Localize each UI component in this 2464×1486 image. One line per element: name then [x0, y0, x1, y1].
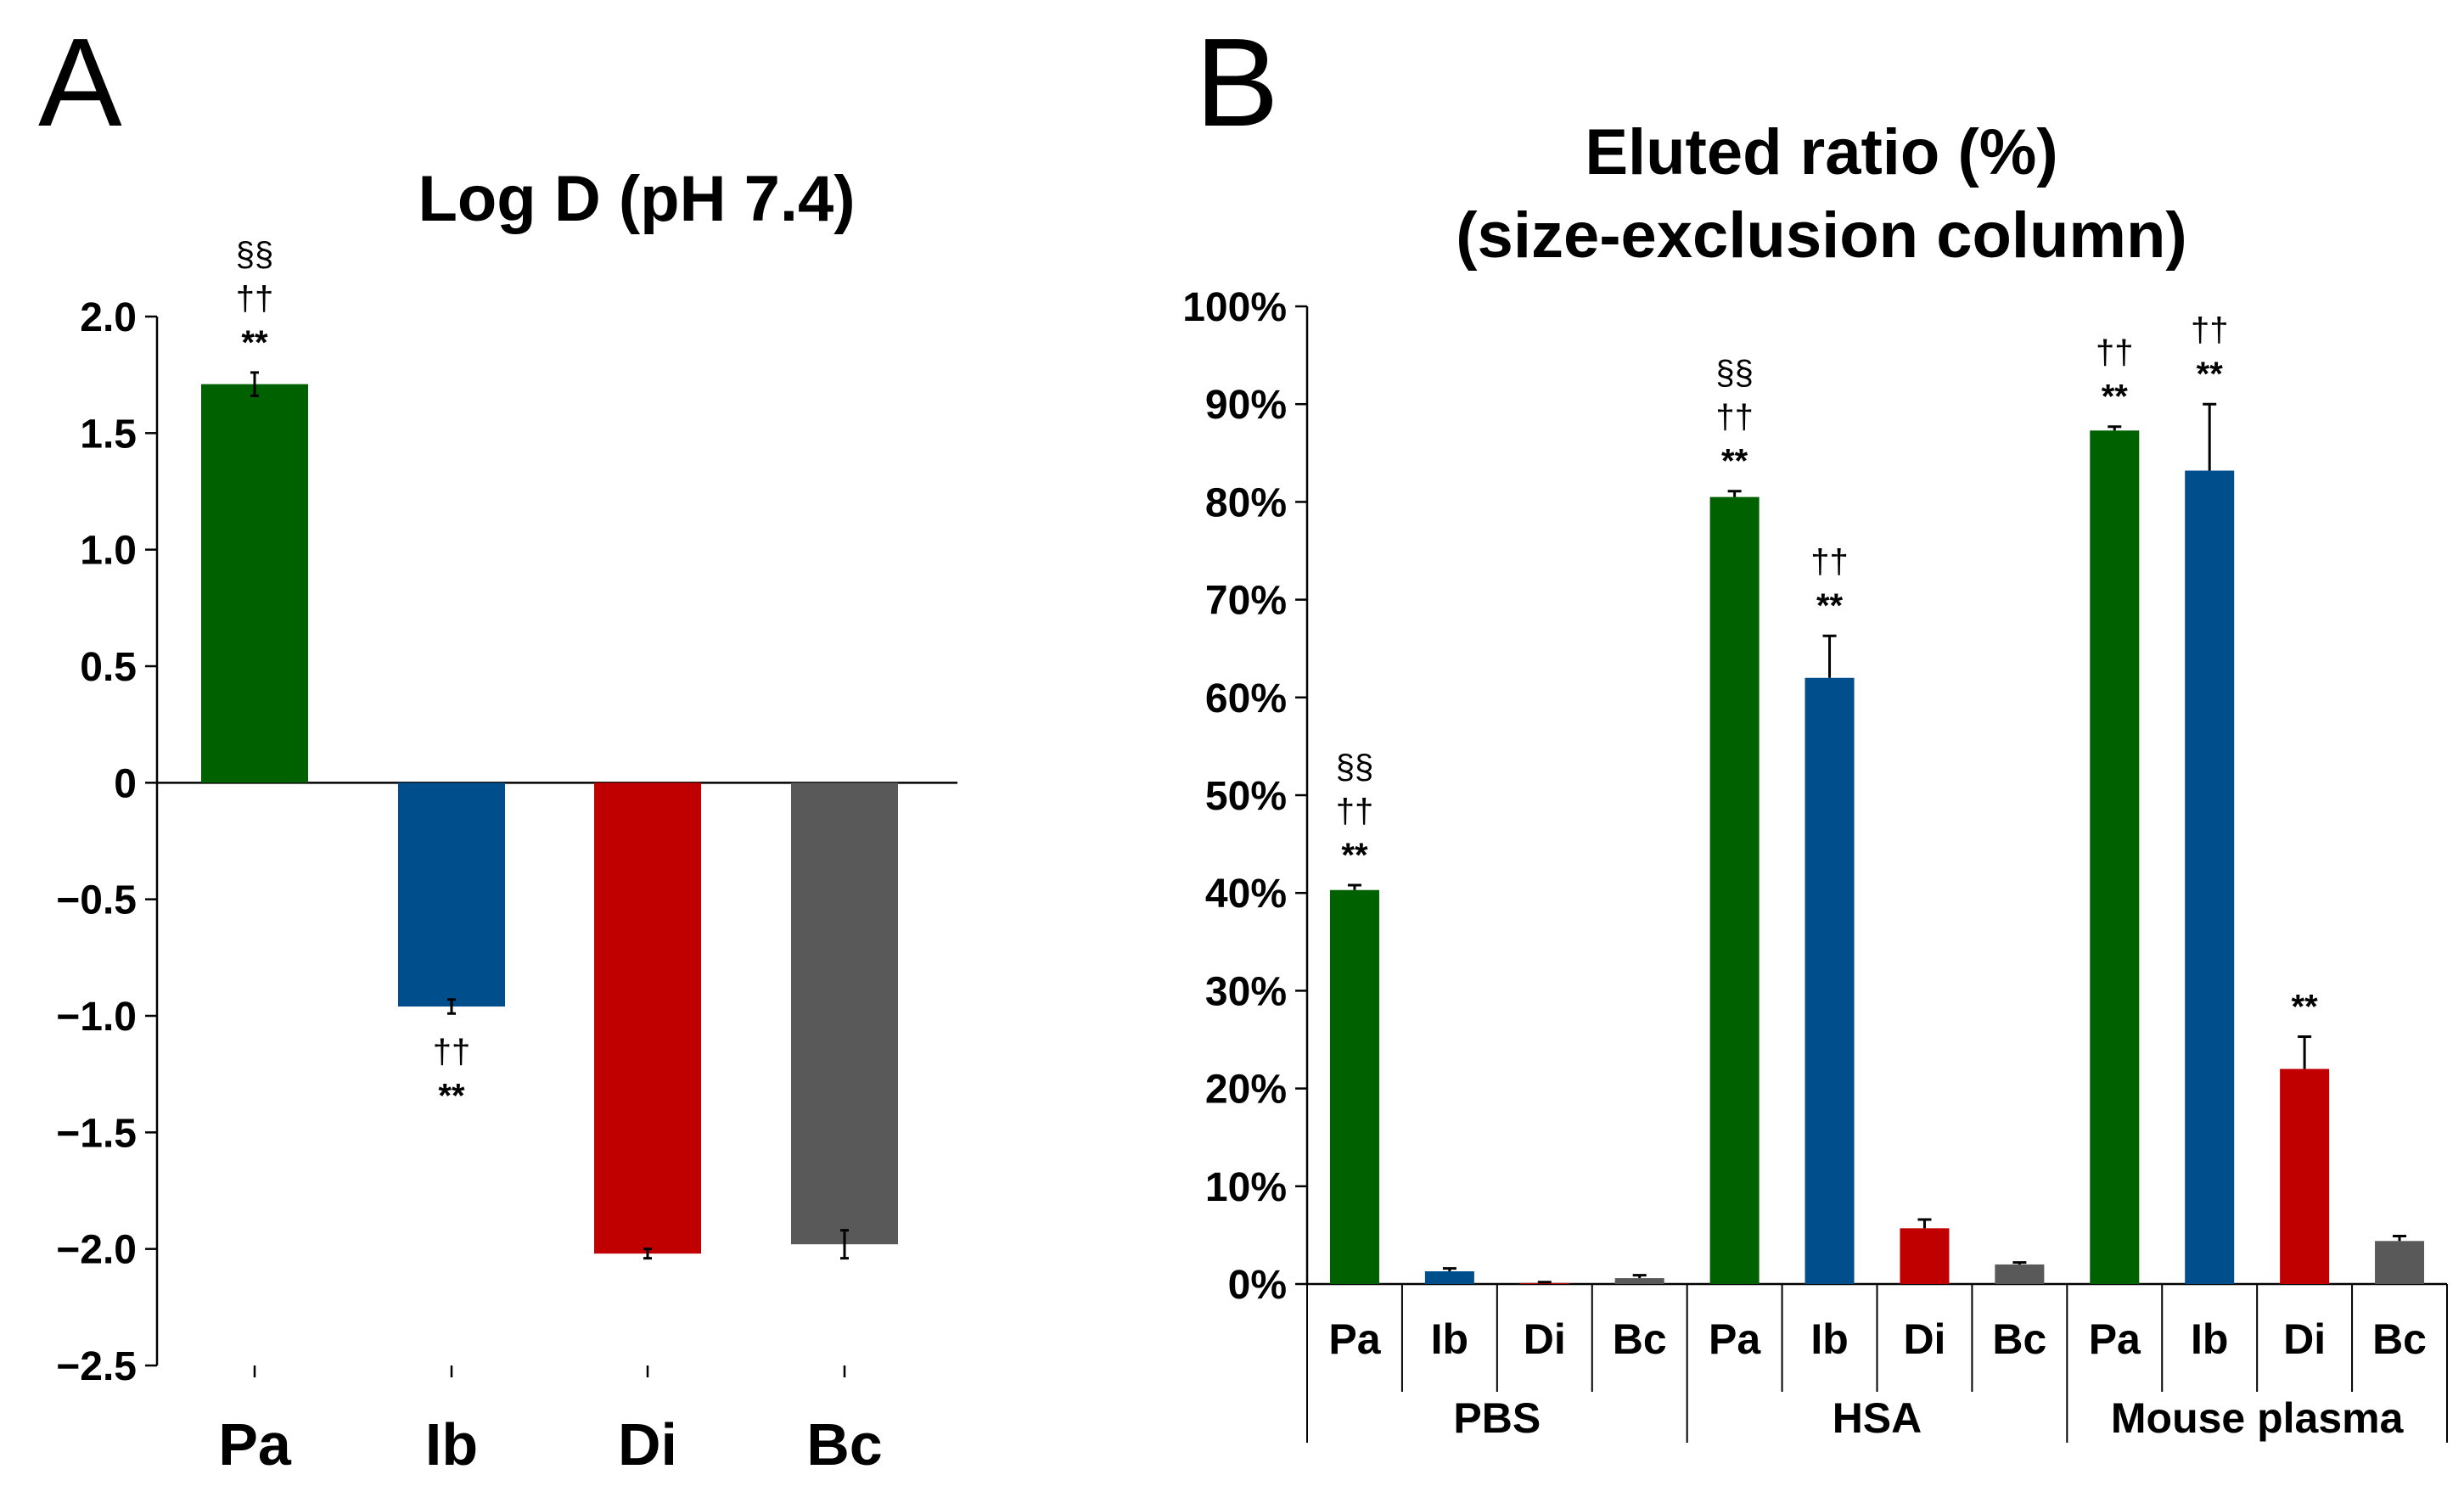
- chart-b-category-label: Pa: [2089, 1315, 2141, 1363]
- chart-a-significance-mark: ††: [236, 280, 274, 317]
- chart-a-significance-mark: **: [241, 324, 268, 362]
- chart-b-bar-pbs-di: [1519, 1282, 1569, 1284]
- chart-a-category-label-ib: Ib: [425, 1411, 478, 1478]
- chart-b-significance-mark: **: [1816, 587, 1844, 625]
- chart-b-bar-mouse-plasma-ib: [2185, 470, 2235, 1284]
- chart-b-category-label: Di: [1903, 1315, 1945, 1363]
- chart-b-significance-mark: ††: [2096, 334, 2134, 372]
- chart-b-bar-pbs-bc: [1614, 1278, 1664, 1284]
- chart-b-category-label: Pa: [1709, 1315, 1761, 1363]
- chart-a-category-label-pa: Pa: [218, 1411, 292, 1478]
- chart-b-y-tick-label: 80%: [1205, 480, 1287, 525]
- chart-b-category-label: Di: [2283, 1315, 2326, 1363]
- chart-a-category-label-bc: Bc: [806, 1411, 882, 1478]
- chart-b-group-label-pbs: PBS: [1453, 1394, 1541, 1442]
- chart-b-bar-mouse-plasma-bc: [2375, 1241, 2425, 1284]
- chart-a-significance-mark: ††: [433, 1033, 471, 1070]
- chart-b-bar-mouse-plasma-pa: [2090, 430, 2140, 1285]
- chart-b-category-label: Ib: [2191, 1315, 2228, 1363]
- panel-letter-a: A: [38, 13, 122, 153]
- chart-a-category-label-di: Di: [618, 1411, 677, 1478]
- chart-b-y-tick-label: 60%: [1205, 676, 1287, 721]
- chart-b-y-tick-label: 100%: [1182, 285, 1287, 330]
- chart-a-y-tick-label: −1.5: [56, 1111, 137, 1156]
- chart-b-group-label-hsa: HSA: [1833, 1394, 1922, 1442]
- chart-b-title-line2: (size-exclusion column): [1456, 199, 2187, 272]
- chart-b-bar-pbs-pa: [1329, 889, 1379, 1284]
- chart-a-bar-ib: [398, 782, 505, 1007]
- chart-a-title: Log D (pH 7.4): [418, 163, 855, 235]
- chart-b-bar-hsa-pa: [1709, 496, 1760, 1284]
- panel-letter-b: B: [1195, 13, 1279, 153]
- chart-b-category-label: Ib: [1431, 1315, 1468, 1363]
- chart-b-category-label: Bc: [2372, 1315, 2427, 1363]
- chart-b-significance-mark: **: [2102, 379, 2129, 416]
- chart-b-significance-mark: **: [1721, 443, 1748, 480]
- chart-b-significance-mark: ††: [2191, 311, 2229, 349]
- chart-b-title-line1: Eluted ratio (%): [1585, 116, 2057, 188]
- chart-b-significance-mark: **: [2197, 356, 2224, 393]
- chart-b-significance-mark: §§: [1336, 749, 1374, 786]
- chart-b-category-label: Bc: [1992, 1315, 2046, 1363]
- chart-b-y-tick-label: 90%: [1205, 383, 1287, 428]
- chart-a-y-tick-label: 1.5: [80, 412, 137, 457]
- chart-b-category-label: Di: [1524, 1315, 1566, 1363]
- chart-a-y-tick-label: −1.0: [56, 995, 137, 1040]
- chart-b-bar-hsa-ib: [1805, 677, 1855, 1284]
- chart-b-y-tick-label: 70%: [1205, 579, 1287, 624]
- chart-b-bar-pbs-ib: [1424, 1271, 1474, 1284]
- chart-a-y-tick-label: 0: [114, 761, 137, 806]
- chart-b-significance-mark: **: [2292, 989, 2319, 1026]
- chart-a-bar-di: [594, 782, 701, 1254]
- chart-a-bar-bc: [791, 782, 898, 1245]
- chart-a-y-tick-label: 0.5: [80, 645, 137, 690]
- chart-b-bar-hsa-di: [1900, 1228, 1950, 1284]
- chart-b: 0% 10% 20% 30% 40% 50% 60% 70% 80% 90% 100% Pa §§ †† *…: [1182, 285, 2448, 1443]
- chart-b-bar-mouse-plasma-di: [2280, 1068, 2330, 1284]
- chart-a-y-tick-label: −0.5: [56, 878, 137, 923]
- chart-b-y-tick-label: 10%: [1205, 1165, 1287, 1210]
- chart-b-significance-mark: **: [1341, 837, 1368, 874]
- chart-a-y-tick-label: 2.0: [80, 295, 137, 340]
- chart-b-bar-hsa-bc: [1995, 1264, 2045, 1284]
- chart-b-category-label: Bc: [1613, 1315, 1667, 1363]
- chart-b-y-tick-label: 50%: [1205, 774, 1287, 819]
- chart-a-y-tick-label: −2.0: [56, 1228, 137, 1273]
- chart-b-y-tick-label: 20%: [1205, 1068, 1287, 1113]
- chart-a-significance-mark: **: [438, 1077, 465, 1114]
- chart-a: 2.0 1.5 1.0 0.5 0 −0.5 −1.0 −1.5 −2.0 −2.5 Pa §§ †† *…: [56, 236, 957, 1478]
- chart-a-y-tick-label: 1.0: [80, 529, 137, 574]
- chart-b-y-tick-label: 0%: [1228, 1263, 1287, 1308]
- chart-b-significance-mark: ††: [1336, 793, 1374, 830]
- chart-b-category-label: Ib: [1810, 1315, 1848, 1363]
- chart-a-bar-pa: [201, 384, 308, 783]
- chart-b-significance-mark: §§: [1715, 355, 1754, 392]
- chart-b-significance-mark: ††: [1715, 399, 1754, 436]
- chart-a-significance-mark: §§: [236, 236, 274, 273]
- chart-b-group-label-mouse-plasma: Mouse plasma: [2111, 1394, 2405, 1442]
- chart-b-y-tick-label: 40%: [1205, 872, 1287, 917]
- chart-b-significance-mark: ††: [1810, 543, 1849, 580]
- chart-b-category-label: Pa: [1328, 1315, 1381, 1363]
- chart-a-y-tick-label: −2.5: [56, 1344, 137, 1389]
- chart-b-y-tick-label: 30%: [1205, 969, 1287, 1014]
